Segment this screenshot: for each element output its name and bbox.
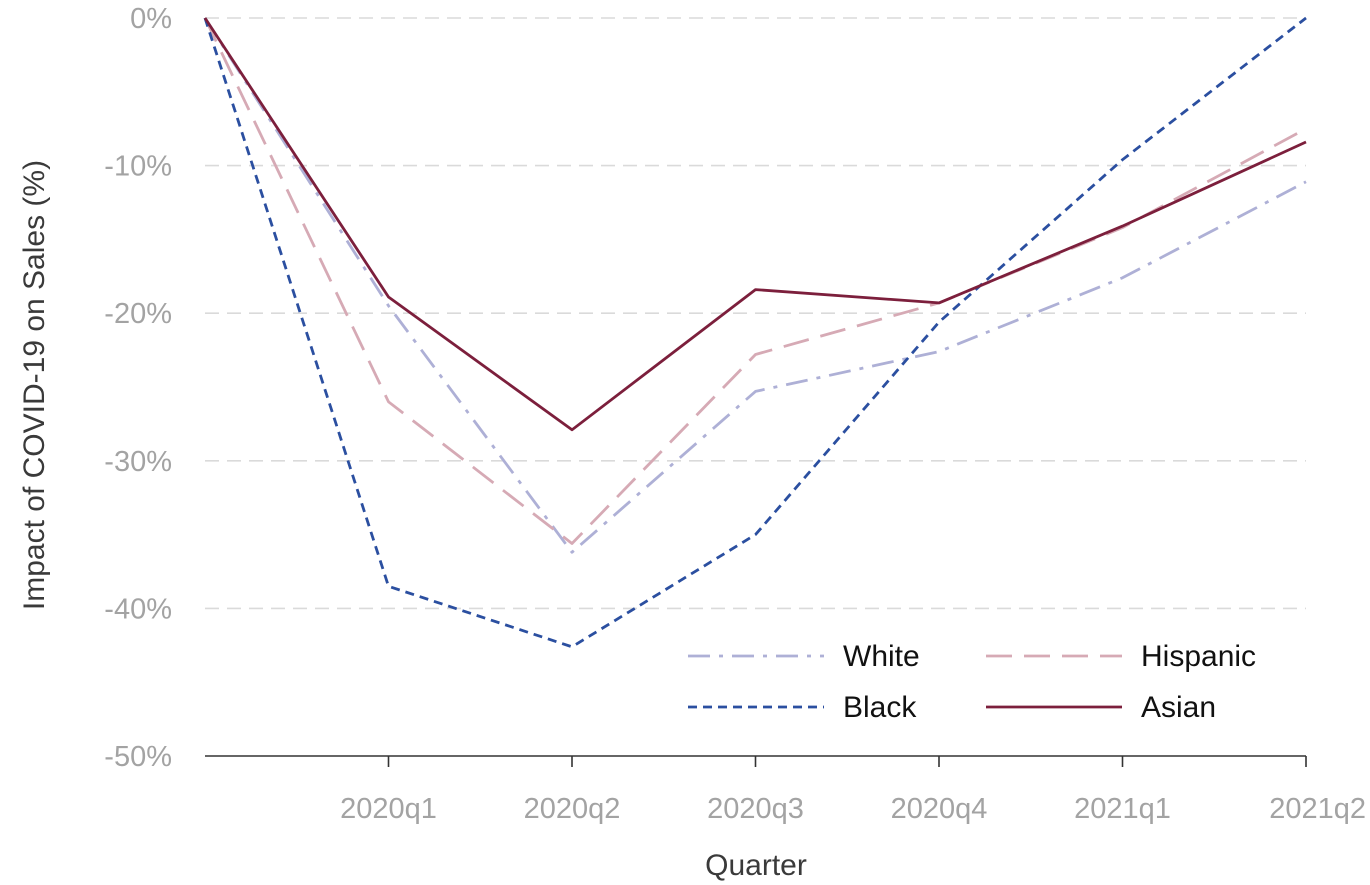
legend-label-white: White [843, 640, 920, 673]
y-tick-label: -50% [104, 741, 172, 773]
legend: White Hispanic Black Asian [688, 640, 1256, 724]
y-tick-label: -10% [104, 151, 172, 183]
legend-label-asian: Asian [1141, 691, 1216, 724]
axes: 0% -10% -20% -30% -40% -50% 2020q1 2020q2 2020q3… [104, 3, 1366, 825]
series-line-white [203, 17, 1307, 554]
x-tick-label: 2021q2 [1269, 793, 1366, 825]
x-tick-label: 2020q3 [707, 793, 804, 825]
series-lines [203, 16, 1307, 649]
y-tick-label: -30% [104, 446, 172, 478]
series-line-asian [203, 17, 1307, 432]
legend-label-black: Black [843, 691, 917, 724]
x-tick-label: 2020q1 [340, 793, 437, 825]
grid-lines [205, 17, 1306, 610]
series-line-hispanic [203, 17, 1307, 545]
y-tick-label: -40% [104, 593, 172, 625]
x-tick-label: 2021q1 [1074, 793, 1171, 825]
series-line-black [203, 16, 1307, 649]
y-tick-label: -20% [104, 298, 172, 330]
x-axis-title: Quarter [705, 849, 807, 882]
y-axis-title: Impact of COVID-19 on Sales (%) [18, 160, 51, 610]
legend-label-hispanic: Hispanic [1141, 640, 1256, 673]
x-tick-label: 2020q4 [891, 793, 988, 825]
x-tick-label: 2020q2 [524, 793, 621, 825]
y-tick-label: 0% [130, 3, 172, 35]
